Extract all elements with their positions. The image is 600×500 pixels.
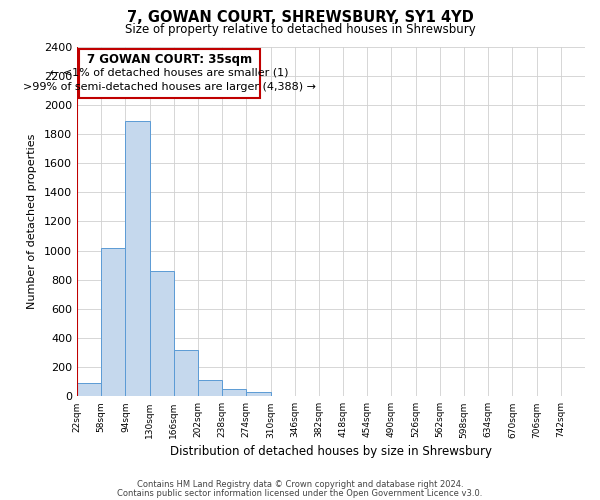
Bar <box>101 248 125 396</box>
Text: Size of property relative to detached houses in Shrewsbury: Size of property relative to detached ho… <box>125 22 475 36</box>
Text: >99% of semi-detached houses are larger (4,388) →: >99% of semi-detached houses are larger … <box>23 82 316 92</box>
Y-axis label: Number of detached properties: Number of detached properties <box>27 134 37 309</box>
FancyBboxPatch shape <box>79 50 260 98</box>
Bar <box>125 121 149 396</box>
Bar <box>77 383 101 396</box>
Text: 7, GOWAN COURT, SHREWSBURY, SY1 4YD: 7, GOWAN COURT, SHREWSBURY, SY1 4YD <box>127 10 473 25</box>
Bar <box>198 380 222 396</box>
Bar <box>247 392 271 396</box>
Text: Contains public sector information licensed under the Open Government Licence v3: Contains public sector information licen… <box>118 488 482 498</box>
Bar <box>174 350 198 397</box>
Text: ← <1% of detached houses are smaller (1): ← <1% of detached houses are smaller (1) <box>50 68 289 78</box>
Bar <box>149 271 174 396</box>
X-axis label: Distribution of detached houses by size in Shrewsbury: Distribution of detached houses by size … <box>170 444 492 458</box>
Text: Contains HM Land Registry data © Crown copyright and database right 2024.: Contains HM Land Registry data © Crown c… <box>137 480 463 489</box>
Bar <box>222 389 247 396</box>
Text: 7 GOWAN COURT: 35sqm: 7 GOWAN COURT: 35sqm <box>87 53 252 66</box>
